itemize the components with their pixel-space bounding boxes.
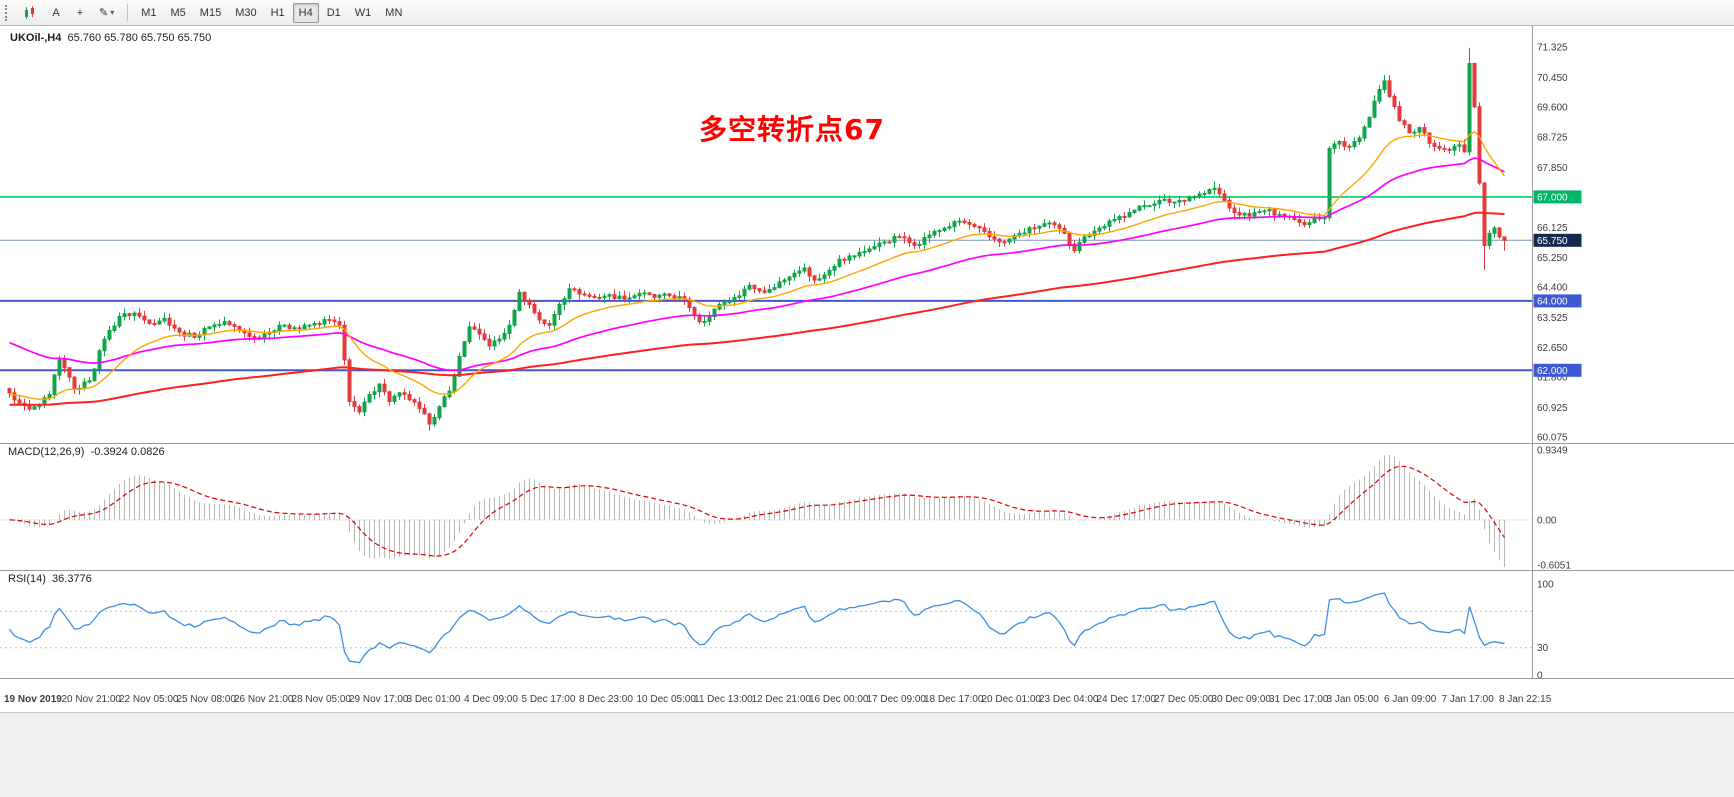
mid-ma-line [9,157,1505,372]
time-axis-label: 27 Dec 05:00 [1154,694,1214,705]
timeframe-button-m30[interactable]: M30 [229,3,262,23]
price-axis-label: 67.850 [1537,163,1568,174]
timeframe-button-m15[interactable]: M15 [194,3,227,23]
time-axis-label: 3 Jan 05:00 [1327,694,1380,705]
timeframe-button-h4[interactable]: H4 [292,2,319,23]
macd-axis-label: -0.6051 [1537,561,1571,572]
time-axis-label: 26 Nov 21:00 [234,694,294,705]
timeframe-button-h1[interactable]: H1 [265,3,291,23]
macd-axis-label: 0.00 [1537,515,1557,526]
timeframe-button-m1[interactable]: M1 [135,3,162,23]
timeframe-button-w1[interactable]: W1 [349,3,378,23]
time-axis-label: 10 Dec 05:00 [637,694,697,705]
price-badge-64.000 [1533,294,1582,308]
rsi-axis-label: 100 [1537,580,1554,591]
svg-text:64.000: 64.000 [1537,296,1568,307]
price-axis-label: 63.525 [1537,313,1568,324]
price-axis-label: 66.125 [1537,223,1568,234]
text-tool-icon: A [52,6,60,19]
price-axis-label: 68.725 [1537,133,1568,144]
slow-ma-line [9,211,1505,406]
time-axis-label: 5 Dec 17:00 [522,694,576,705]
toolbar-separator [127,4,129,21]
workspace-background [0,712,1734,797]
chart-type-button[interactable] [17,3,43,23]
moving-averages [9,131,1506,406]
timeframe-button-d1[interactable]: D1 [321,3,347,23]
time-axis-label: 12 Dec 21:00 [752,694,812,705]
time-axis-label: 6 Jan 09:00 [1384,694,1437,705]
price-axis-label: 65.250 [1537,253,1568,264]
price-axis-label: 60.075 [1537,433,1568,444]
price-axis-label: 62.650 [1537,343,1568,354]
price-axis-label: 70.450 [1537,73,1568,84]
svg-text:65.750: 65.750 [1537,236,1568,247]
horizontal-lines[interactable] [0,196,1532,372]
svg-text:67.000: 67.000 [1537,192,1568,203]
time-axis-label: 4 Dec 09:00 [464,694,518,705]
time-axis-label: 25 Nov 08:00 [177,694,237,705]
price-axis-label: 69.600 [1537,102,1568,113]
price-axis-label: 61.800 [1537,373,1568,384]
time-axis-label: 17 Dec 09:00 [867,694,927,705]
rsi-axis-label: 30 [1537,643,1549,654]
price-badge-62.000 [1533,363,1582,377]
time-axis-label: 8 Dec 23:00 [579,694,633,705]
candlestick-chart-icon [25,5,34,19]
time-axis-label: 18 Dec 17:00 [924,694,984,705]
toolbar: A + ✎ ▾ M1 M5 M15 M30 H1 H4 D1 W1 MN [0,0,1734,26]
rsi-line [8,592,1505,664]
time-axis-label: 30 Dec 09:00 [1212,694,1272,705]
macd-axis-label: 0.9349 [1537,446,1568,457]
price-axis-label: 60.925 [1537,403,1568,414]
price-badge-65.750 [1533,233,1582,247]
timeframe-button-mn[interactable]: MN [379,3,408,23]
candles-layer [7,47,1507,431]
price-badges: 67.000 65.750 64.000 62.000 [1533,190,1582,377]
draw-tool-button[interactable]: ✎ ▾ [93,3,120,23]
crosshair-button[interactable]: + [69,3,91,23]
time-axis-label: 29 Nov 17:00 [349,694,409,705]
macd-signal-line [9,465,1505,557]
time-axis-label: 8 Jan 22:15 [1499,694,1552,705]
svg-text:62.000: 62.000 [1537,366,1568,377]
time-axis-label: 20 Nov 21:00 [62,694,122,705]
time-axis-label: 22 Nov 05:00 [119,694,179,705]
pencil-icon: ✎ [99,7,109,19]
price-axis-label: 64.400 [1537,283,1568,294]
chart-window: 71.325 70.450 69.600 68.725 67.850 66.125 65.2… [0,26,1734,712]
fast-ma-line [9,131,1506,401]
time-axis-label: 11 Dec 13:00 [694,694,753,705]
chart-annotation[interactable]: 多空转折点67 [699,113,885,146]
crosshair-icon: + [76,6,84,19]
time-axis-label: 20 Dec 01:00 [982,694,1042,705]
time-axis-label: 3 Dec 01:00 [407,694,461,705]
time-axis-label: 23 Dec 04:00 [1039,694,1099,705]
text-tool-button[interactable]: A [45,3,67,23]
chart-canvas[interactable]: 71.325 70.450 69.600 68.725 67.850 66.125 65.2… [0,26,1734,712]
panel-separators[interactable] [0,26,1734,679]
time-axis-label: 28 Nov 05:00 [292,694,352,705]
time-axis-label: 24 Dec 17:00 [1097,694,1157,705]
price-badge-67.000 [1533,190,1582,204]
rsi-axis-label: 0 [1537,671,1543,682]
toolbar-grip[interactable] [5,4,10,21]
macd-histogram [14,454,1505,567]
time-axis-label: 19 Nov 2019 [4,694,62,705]
time-axis-label: 16 Dec 00:00 [809,694,869,705]
price-axis-label: 71.325 [1537,43,1568,54]
time-axis-label: 7 Jan 17:00 [1442,694,1495,705]
chevron-down-icon: ▾ [110,8,115,17]
timeframe-button-m5[interactable]: M5 [165,3,192,23]
time-axis-label: 31 Dec 17:00 [1269,694,1329,705]
price-axis[interactable]: 71.325 70.450 69.600 68.725 67.850 66.125 65.2… [1537,43,1571,682]
